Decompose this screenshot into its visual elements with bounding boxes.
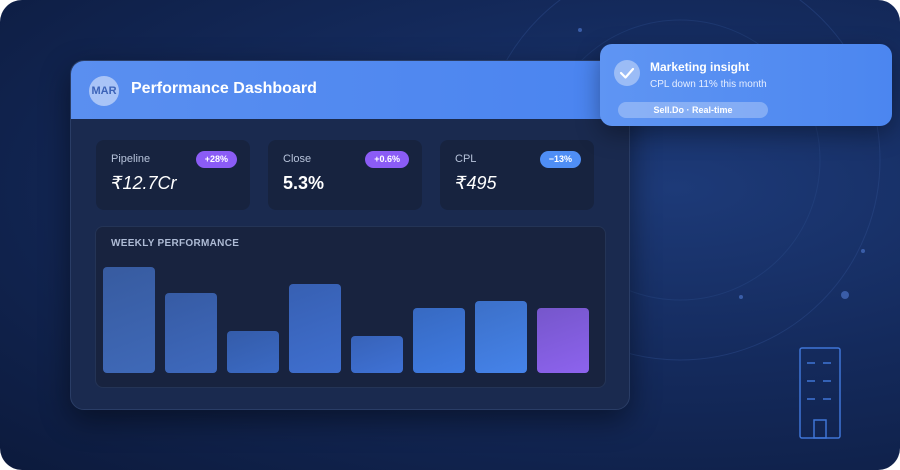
notification: Marketing insight CPL down 11% this mont… xyxy=(600,44,892,126)
notification-tag: Sell.Do · Real-time xyxy=(618,102,768,118)
kpi-badge: +28% xyxy=(195,151,237,168)
notification-title: Marketing insight xyxy=(650,60,750,74)
bar xyxy=(103,267,155,373)
kpi-value: 5.3% xyxy=(283,173,325,193)
dashboard-card: MAR Performance Dashboard Pipeline ₹12.7C… xyxy=(70,60,630,410)
dashboard-title: Performance Dashboard xyxy=(131,80,317,97)
kpi-value: ₹12.7Cr xyxy=(111,173,177,193)
kpi-card: CPL ₹495 −13% xyxy=(440,140,594,210)
dashboard-header: MAR Performance Dashboard xyxy=(71,61,629,119)
bar xyxy=(289,284,341,373)
chart-title: WEEKLY PERFORMANCE xyxy=(111,238,240,249)
kpi-card: Close 5.3% +0.6% xyxy=(268,140,422,210)
kpi-label: Close xyxy=(283,153,312,165)
weekly-chart: WEEKLY PERFORMANCE xyxy=(95,226,606,388)
bar xyxy=(537,308,589,373)
bar xyxy=(351,336,403,373)
notification-text: CPL down 11% this month xyxy=(650,79,767,90)
kpi-badge: −13% xyxy=(539,151,581,168)
check-icon xyxy=(614,60,640,86)
bar xyxy=(475,301,527,373)
bar xyxy=(165,293,217,373)
bar xyxy=(227,331,279,373)
building-icon xyxy=(799,347,841,439)
kpi-value: ₹495 xyxy=(455,173,497,193)
bar xyxy=(413,308,465,373)
kpi-label: CPL xyxy=(455,153,477,165)
kpi-badge: +0.6% xyxy=(365,151,409,168)
avatar: MAR xyxy=(89,76,119,106)
kpi-label: Pipeline xyxy=(111,153,151,165)
kpi-card: Pipeline ₹12.7Cr +28% xyxy=(96,140,250,210)
